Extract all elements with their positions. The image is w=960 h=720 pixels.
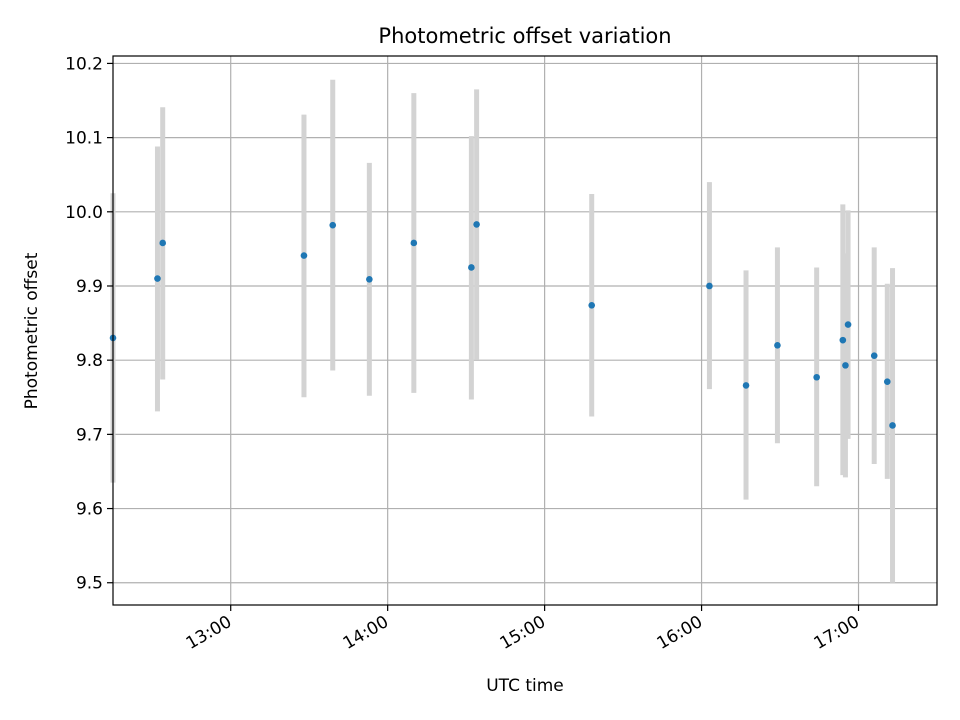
- data-point: [774, 342, 781, 349]
- y-tick-label: 9.5: [76, 574, 103, 594]
- data-point: [844, 321, 852, 328]
- data-point: [839, 336, 847, 344]
- y-tick-label: 10.0: [65, 203, 103, 223]
- data-point: [883, 378, 891, 385]
- y-axis-label: Photometric offset: [22, 252, 42, 409]
- data-point: [870, 352, 878, 360]
- y-tick-label: 9.8: [76, 351, 103, 371]
- y-axis-ticks: 9.5 9.6 9.7 9.8 9.9 10.0 10.1 10.2: [65, 54, 113, 594]
- data-point: [889, 422, 896, 429]
- data-point: [706, 282, 713, 290]
- y-tick-label: 9.7: [76, 425, 103, 445]
- x-axis-label: UTC time: [486, 676, 564, 696]
- y-tick-label: 9.6: [76, 500, 103, 520]
- y-tick-label: 10.1: [65, 129, 103, 149]
- data-point: [842, 362, 849, 369]
- y-tick-label: 10.2: [65, 54, 103, 74]
- data-point: [300, 252, 308, 259]
- data-points: [109, 221, 896, 429]
- data-point: [468, 264, 475, 271]
- data-point: [473, 221, 480, 228]
- data-point: [742, 382, 750, 389]
- data-point: [813, 373, 820, 381]
- chart-title: Photometric offset variation: [378, 24, 671, 48]
- data-point: [329, 221, 337, 229]
- plot-area-frame: [112, 55, 938, 606]
- data-point: [159, 239, 167, 247]
- data-point: [588, 301, 596, 309]
- data-point: [410, 239, 418, 247]
- y-tick-label: 9.9: [76, 277, 103, 297]
- data-point: [154, 275, 161, 282]
- grid-lines: [113, 56, 937, 605]
- data-point: [366, 276, 373, 283]
